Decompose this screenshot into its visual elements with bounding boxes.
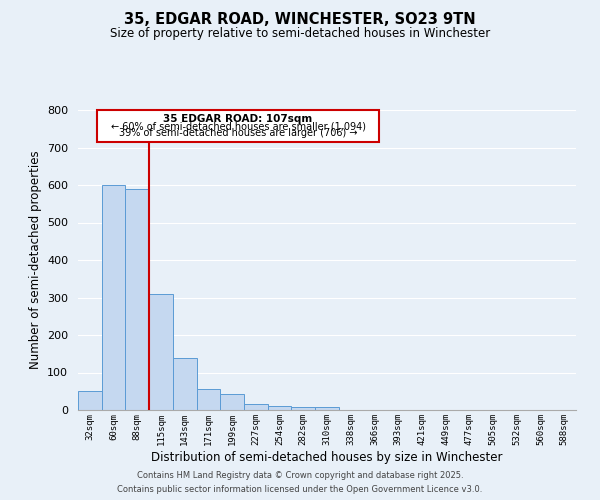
Bar (244, 404, 268, 410)
Text: ← 60% of semi-detached houses are smaller (1,094): ← 60% of semi-detached houses are smalle… (110, 121, 365, 131)
Bar (315, 408, 339, 410)
Text: 35, EDGAR ROAD, WINCHESTER, SO23 9TN: 35, EDGAR ROAD, WINCHESTER, SO23 9TN (124, 12, 476, 28)
Bar (197, 390, 220, 410)
Bar (268, 406, 292, 410)
Bar (292, 407, 315, 410)
Text: 35 EDGAR ROAD: 107sqm: 35 EDGAR ROAD: 107sqm (163, 114, 313, 124)
Bar (125, 188, 149, 410)
Bar (78, 391, 102, 410)
Y-axis label: Number of semi-detached properties: Number of semi-detached properties (29, 150, 41, 370)
Text: 39% of semi-detached houses are larger (706) →: 39% of semi-detached houses are larger (… (119, 128, 358, 138)
Bar (220, 394, 244, 410)
FancyBboxPatch shape (97, 110, 379, 142)
Text: Contains public sector information licensed under the Open Government Licence v3: Contains public sector information licen… (118, 484, 482, 494)
Bar (102, 185, 125, 410)
Bar (149, 294, 173, 410)
Text: Contains HM Land Registry data © Crown copyright and database right 2025.: Contains HM Land Registry data © Crown c… (137, 471, 463, 480)
Bar (173, 358, 197, 410)
Text: Size of property relative to semi-detached houses in Winchester: Size of property relative to semi-detach… (110, 28, 490, 40)
X-axis label: Distribution of semi-detached houses by size in Winchester: Distribution of semi-detached houses by … (151, 450, 503, 464)
